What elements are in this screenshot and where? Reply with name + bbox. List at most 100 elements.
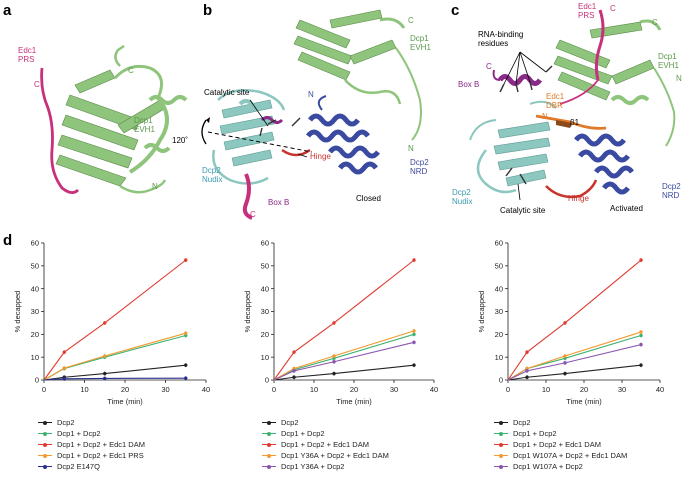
y-tick-label: 60 bbox=[495, 239, 503, 248]
legend-entry: Dcp1 + Dcp2 bbox=[38, 428, 145, 439]
y-tick-label: 40 bbox=[261, 284, 269, 293]
data-point bbox=[292, 369, 296, 373]
chart-1-legend: Dcp2 Dcp1 + Dcp2 Dcp1 + Dcp2 + Edc1 DAM Dcp… bbox=[38, 417, 145, 472]
data-point bbox=[184, 376, 188, 380]
panel-b-structure bbox=[201, 9, 422, 220]
y-tick-label: 40 bbox=[31, 284, 39, 293]
data-point bbox=[639, 333, 643, 338]
data-point bbox=[563, 321, 567, 325]
legend-entry: Dcp2 bbox=[38, 417, 145, 428]
series-line bbox=[273, 341, 415, 381]
y-tick-label: 30 bbox=[31, 307, 39, 316]
series-line bbox=[507, 364, 642, 381]
panel-letter-c: c bbox=[451, 2, 460, 19]
data-point bbox=[62, 377, 66, 381]
x-tick-label: 0 bbox=[272, 385, 276, 394]
legend-label: Dcp1 W107A + Dcp2 + Edc1 DAM bbox=[513, 451, 628, 460]
series-line bbox=[507, 334, 642, 381]
legend-label: Dcp2 bbox=[513, 418, 531, 427]
legend-label: Dcp1 Y36A + Dcp2 + Edc1 DAM bbox=[281, 451, 389, 460]
x-tick-label: 0 bbox=[506, 385, 510, 394]
label-catalytic-site: Catalytic site bbox=[500, 206, 546, 215]
data-point bbox=[639, 342, 643, 347]
y-tick-label: 10 bbox=[495, 353, 503, 362]
y-tick-label: 0 bbox=[265, 376, 269, 385]
legend-label: Dcp2 E147Q bbox=[57, 462, 100, 471]
legend-swatch bbox=[262, 431, 276, 437]
legend-swatch bbox=[38, 442, 52, 448]
data-point bbox=[563, 371, 567, 376]
label-dcp2-nrd: Dcp2 NRD bbox=[662, 182, 681, 200]
y-tick-label: 60 bbox=[31, 239, 39, 248]
label-n-terminus: N bbox=[152, 182, 158, 191]
legend-label: Dcp2 bbox=[281, 418, 299, 427]
panel-letter-b: b bbox=[203, 2, 213, 19]
panel-a-structure bbox=[40, 44, 188, 194]
series-line bbox=[273, 333, 415, 381]
legend-swatch bbox=[262, 420, 276, 426]
label-hinge: Hinge bbox=[310, 152, 331, 161]
label-closed: Closed bbox=[356, 194, 381, 203]
y-tick-label: 10 bbox=[261, 353, 269, 362]
series-line bbox=[43, 334, 186, 381]
label-c-terminus-evh1: C bbox=[652, 18, 658, 27]
x-tick-label: 40 bbox=[430, 385, 438, 394]
panel-c-structure bbox=[469, 9, 676, 201]
data-point bbox=[525, 375, 529, 379]
data-point bbox=[412, 332, 416, 337]
label-dcp1-evh1: Dcp1 EVH1 bbox=[658, 52, 679, 70]
legend-entry: Dcp1 + Dcp2 + Edc1 PRS bbox=[38, 450, 145, 461]
label-hinge: Hinge bbox=[568, 194, 589, 203]
legend-swatch bbox=[38, 420, 52, 426]
label-n-terminus-evh1: N bbox=[676, 74, 682, 83]
label-box-b: Box B bbox=[458, 80, 480, 89]
legend-entry: Dcp1 Y36A + Dcp2 bbox=[262, 461, 389, 472]
series-line bbox=[43, 259, 187, 381]
y-tick-label: 30 bbox=[261, 307, 269, 316]
legend-swatch bbox=[262, 464, 276, 470]
y-tick-label: 30 bbox=[495, 307, 503, 316]
data-point bbox=[563, 354, 567, 358]
label-dcp2-nudix: Dcp2 Nudix bbox=[202, 166, 223, 184]
legend-label: Dcp1 + Dcp2 bbox=[57, 429, 101, 438]
decapping-chart-2: 0 10 20 30 40 50 60 0 10 20 30 40 Time (min) % decapp… bbox=[243, 239, 438, 406]
legend-entry: Dcp1 Y36A + Dcp2 + Edc1 DAM bbox=[262, 450, 389, 461]
series-line bbox=[273, 364, 415, 381]
legend-entry: Dcp1 + Dcp2 + Edc1 DAM bbox=[494, 439, 627, 450]
x-tick-label: 20 bbox=[580, 385, 588, 394]
legend-label: Dcp1 + Dcp2 + Edc1 DAM bbox=[513, 440, 601, 449]
legend-entry: Dcp2 bbox=[494, 417, 627, 428]
legend-swatch bbox=[494, 420, 508, 426]
legend-entry: Dcp1 W107A + Dcp2 bbox=[494, 461, 627, 472]
data-point bbox=[332, 321, 336, 325]
y-axis-label: % decapped bbox=[243, 291, 252, 333]
panel-letter-d: d bbox=[3, 232, 13, 249]
x-tick-label: 10 bbox=[542, 385, 550, 394]
label-edc1-dbr: Edc1 DBR bbox=[546, 92, 565, 110]
data-point bbox=[103, 321, 107, 325]
data-point bbox=[412, 258, 416, 262]
y-tick-label: 40 bbox=[495, 284, 503, 293]
data-point bbox=[292, 350, 296, 354]
label-c-terminus-box-b: C bbox=[486, 62, 492, 71]
y-tick-label: 20 bbox=[31, 330, 39, 339]
legend-label: Dcp1 Y36A + Dcp2 bbox=[281, 462, 345, 471]
data-point bbox=[412, 329, 416, 333]
y-tick-label: 50 bbox=[261, 261, 269, 270]
x-tick-label: 30 bbox=[390, 385, 398, 394]
label-c-terminus-evh1: C bbox=[128, 66, 134, 75]
legend-swatch bbox=[494, 453, 508, 459]
y-tick-label: 0 bbox=[35, 376, 39, 385]
label-catalytic-site: Catalytic site bbox=[204, 88, 250, 97]
data-point bbox=[103, 354, 107, 358]
data-point bbox=[412, 363, 416, 367]
legend-swatch bbox=[38, 453, 52, 459]
x-axis-label: Time (min) bbox=[107, 397, 143, 406]
data-point bbox=[332, 371, 336, 376]
series-line bbox=[273, 259, 415, 381]
label-rotation: 120˚ bbox=[172, 136, 189, 145]
data-point bbox=[184, 258, 188, 262]
label-c-terminus: C bbox=[408, 16, 414, 25]
legend-swatch bbox=[38, 464, 52, 470]
data-point bbox=[103, 376, 107, 381]
